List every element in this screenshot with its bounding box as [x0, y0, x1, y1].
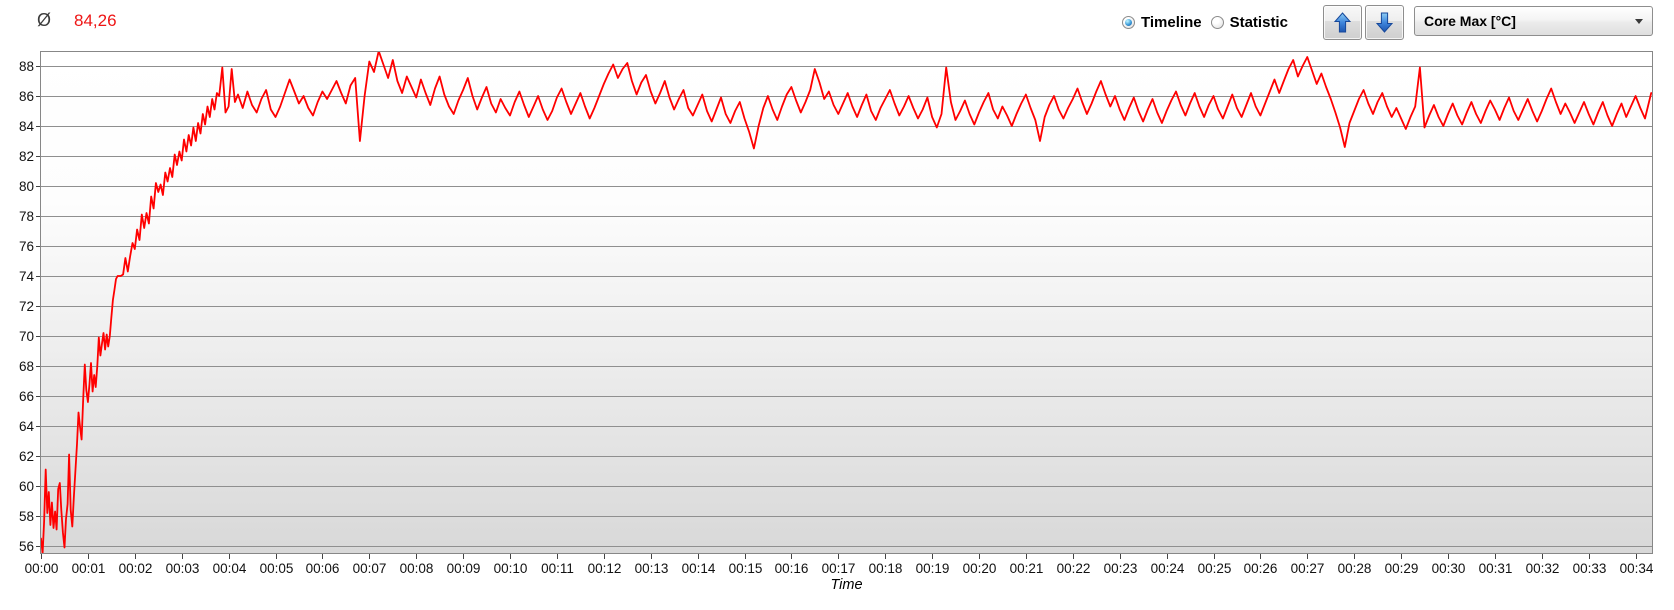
svg-text:00:03: 00:03	[166, 561, 200, 576]
svg-text:00:07: 00:07	[353, 561, 387, 576]
svg-text:00:33: 00:33	[1573, 561, 1607, 576]
svg-text:00:31: 00:31	[1479, 561, 1513, 576]
svg-text:00:09: 00:09	[447, 561, 481, 576]
svg-text:00:27: 00:27	[1291, 561, 1325, 576]
svg-text:58: 58	[19, 509, 34, 524]
svg-text:00:22: 00:22	[1057, 561, 1091, 576]
svg-text:00:21: 00:21	[1010, 561, 1044, 576]
statistic-radio-icon[interactable]	[1210, 15, 1224, 29]
timeline-radio-label[interactable]: Timeline	[1141, 13, 1202, 31]
svg-text:00:25: 00:25	[1198, 561, 1232, 576]
svg-text:62: 62	[19, 449, 34, 464]
svg-text:60: 60	[19, 479, 34, 494]
svg-text:00:18: 00:18	[869, 561, 903, 576]
chevron-down-icon	[1635, 18, 1643, 24]
svg-text:00:28: 00:28	[1338, 561, 1372, 576]
scroll-down-button[interactable]	[1365, 5, 1404, 40]
svg-text:76: 76	[19, 239, 34, 254]
svg-text:00:29: 00:29	[1385, 561, 1419, 576]
svg-text:00:12: 00:12	[588, 561, 622, 576]
average-symbol: Ø	[37, 10, 52, 30]
svg-text:00:05: 00:05	[260, 561, 294, 576]
svg-text:00:15: 00:15	[729, 561, 763, 576]
svg-text:56: 56	[19, 539, 34, 554]
average-value: 84,26	[74, 11, 117, 30]
svg-text:00:11: 00:11	[541, 561, 574, 576]
svg-text:00:26: 00:26	[1244, 561, 1278, 576]
svg-text:82: 82	[19, 149, 34, 164]
statistic-radio-label[interactable]: Statistic	[1229, 13, 1288, 31]
svg-text:00:13: 00:13	[635, 561, 669, 576]
sensor-select-value: Core Max [°C]	[1424, 13, 1516, 29]
radio-option-statistic[interactable]: Statistic	[1210, 13, 1288, 31]
svg-text:00:04: 00:04	[213, 561, 247, 576]
svg-text:00:24: 00:24	[1151, 561, 1185, 576]
svg-text:00:23: 00:23	[1104, 561, 1138, 576]
svg-text:00:08: 00:08	[400, 561, 434, 576]
svg-text:66: 66	[19, 389, 34, 404]
svg-text:72: 72	[19, 299, 34, 314]
svg-text:00:30: 00:30	[1432, 561, 1466, 576]
sensor-select-dropdown[interactable]: Core Max [°C]	[1414, 6, 1653, 36]
svg-text:74: 74	[19, 269, 35, 284]
svg-text:00:17: 00:17	[822, 561, 856, 576]
view-mode-radio-group: Timeline Statistic	[1122, 0, 1288, 44]
svg-text:00:20: 00:20	[963, 561, 997, 576]
svg-text:00:10: 00:10	[494, 561, 528, 576]
scroll-up-button[interactable]	[1323, 5, 1362, 40]
svg-text:80: 80	[19, 179, 34, 194]
svg-text:00:19: 00:19	[916, 561, 950, 576]
svg-text:68: 68	[19, 359, 34, 374]
svg-text:86: 86	[19, 89, 34, 104]
svg-text:00:00: 00:00	[25, 561, 59, 576]
svg-text:00:02: 00:02	[119, 561, 153, 576]
svg-text:00:16: 00:16	[775, 561, 809, 576]
svg-text:70: 70	[19, 329, 34, 344]
radio-option-timeline[interactable]: Timeline	[1122, 14, 1202, 31]
up-arrow-icon	[1334, 12, 1351, 33]
svg-text:84: 84	[19, 119, 35, 134]
svg-text:00:32: 00:32	[1526, 561, 1560, 576]
svg-text:00:01: 00:01	[72, 561, 106, 576]
svg-text:00:14: 00:14	[682, 561, 716, 576]
svg-text:00:34: 00:34	[1620, 561, 1654, 576]
svg-text:00:06: 00:06	[306, 561, 340, 576]
timeline-radio-icon[interactable]	[1122, 15, 1135, 29]
x-axis-title: Time	[830, 577, 863, 593]
svg-text:88: 88	[19, 59, 34, 74]
svg-text:64: 64	[19, 419, 35, 434]
down-arrow-icon	[1376, 12, 1393, 33]
svg-text:78: 78	[19, 209, 34, 224]
